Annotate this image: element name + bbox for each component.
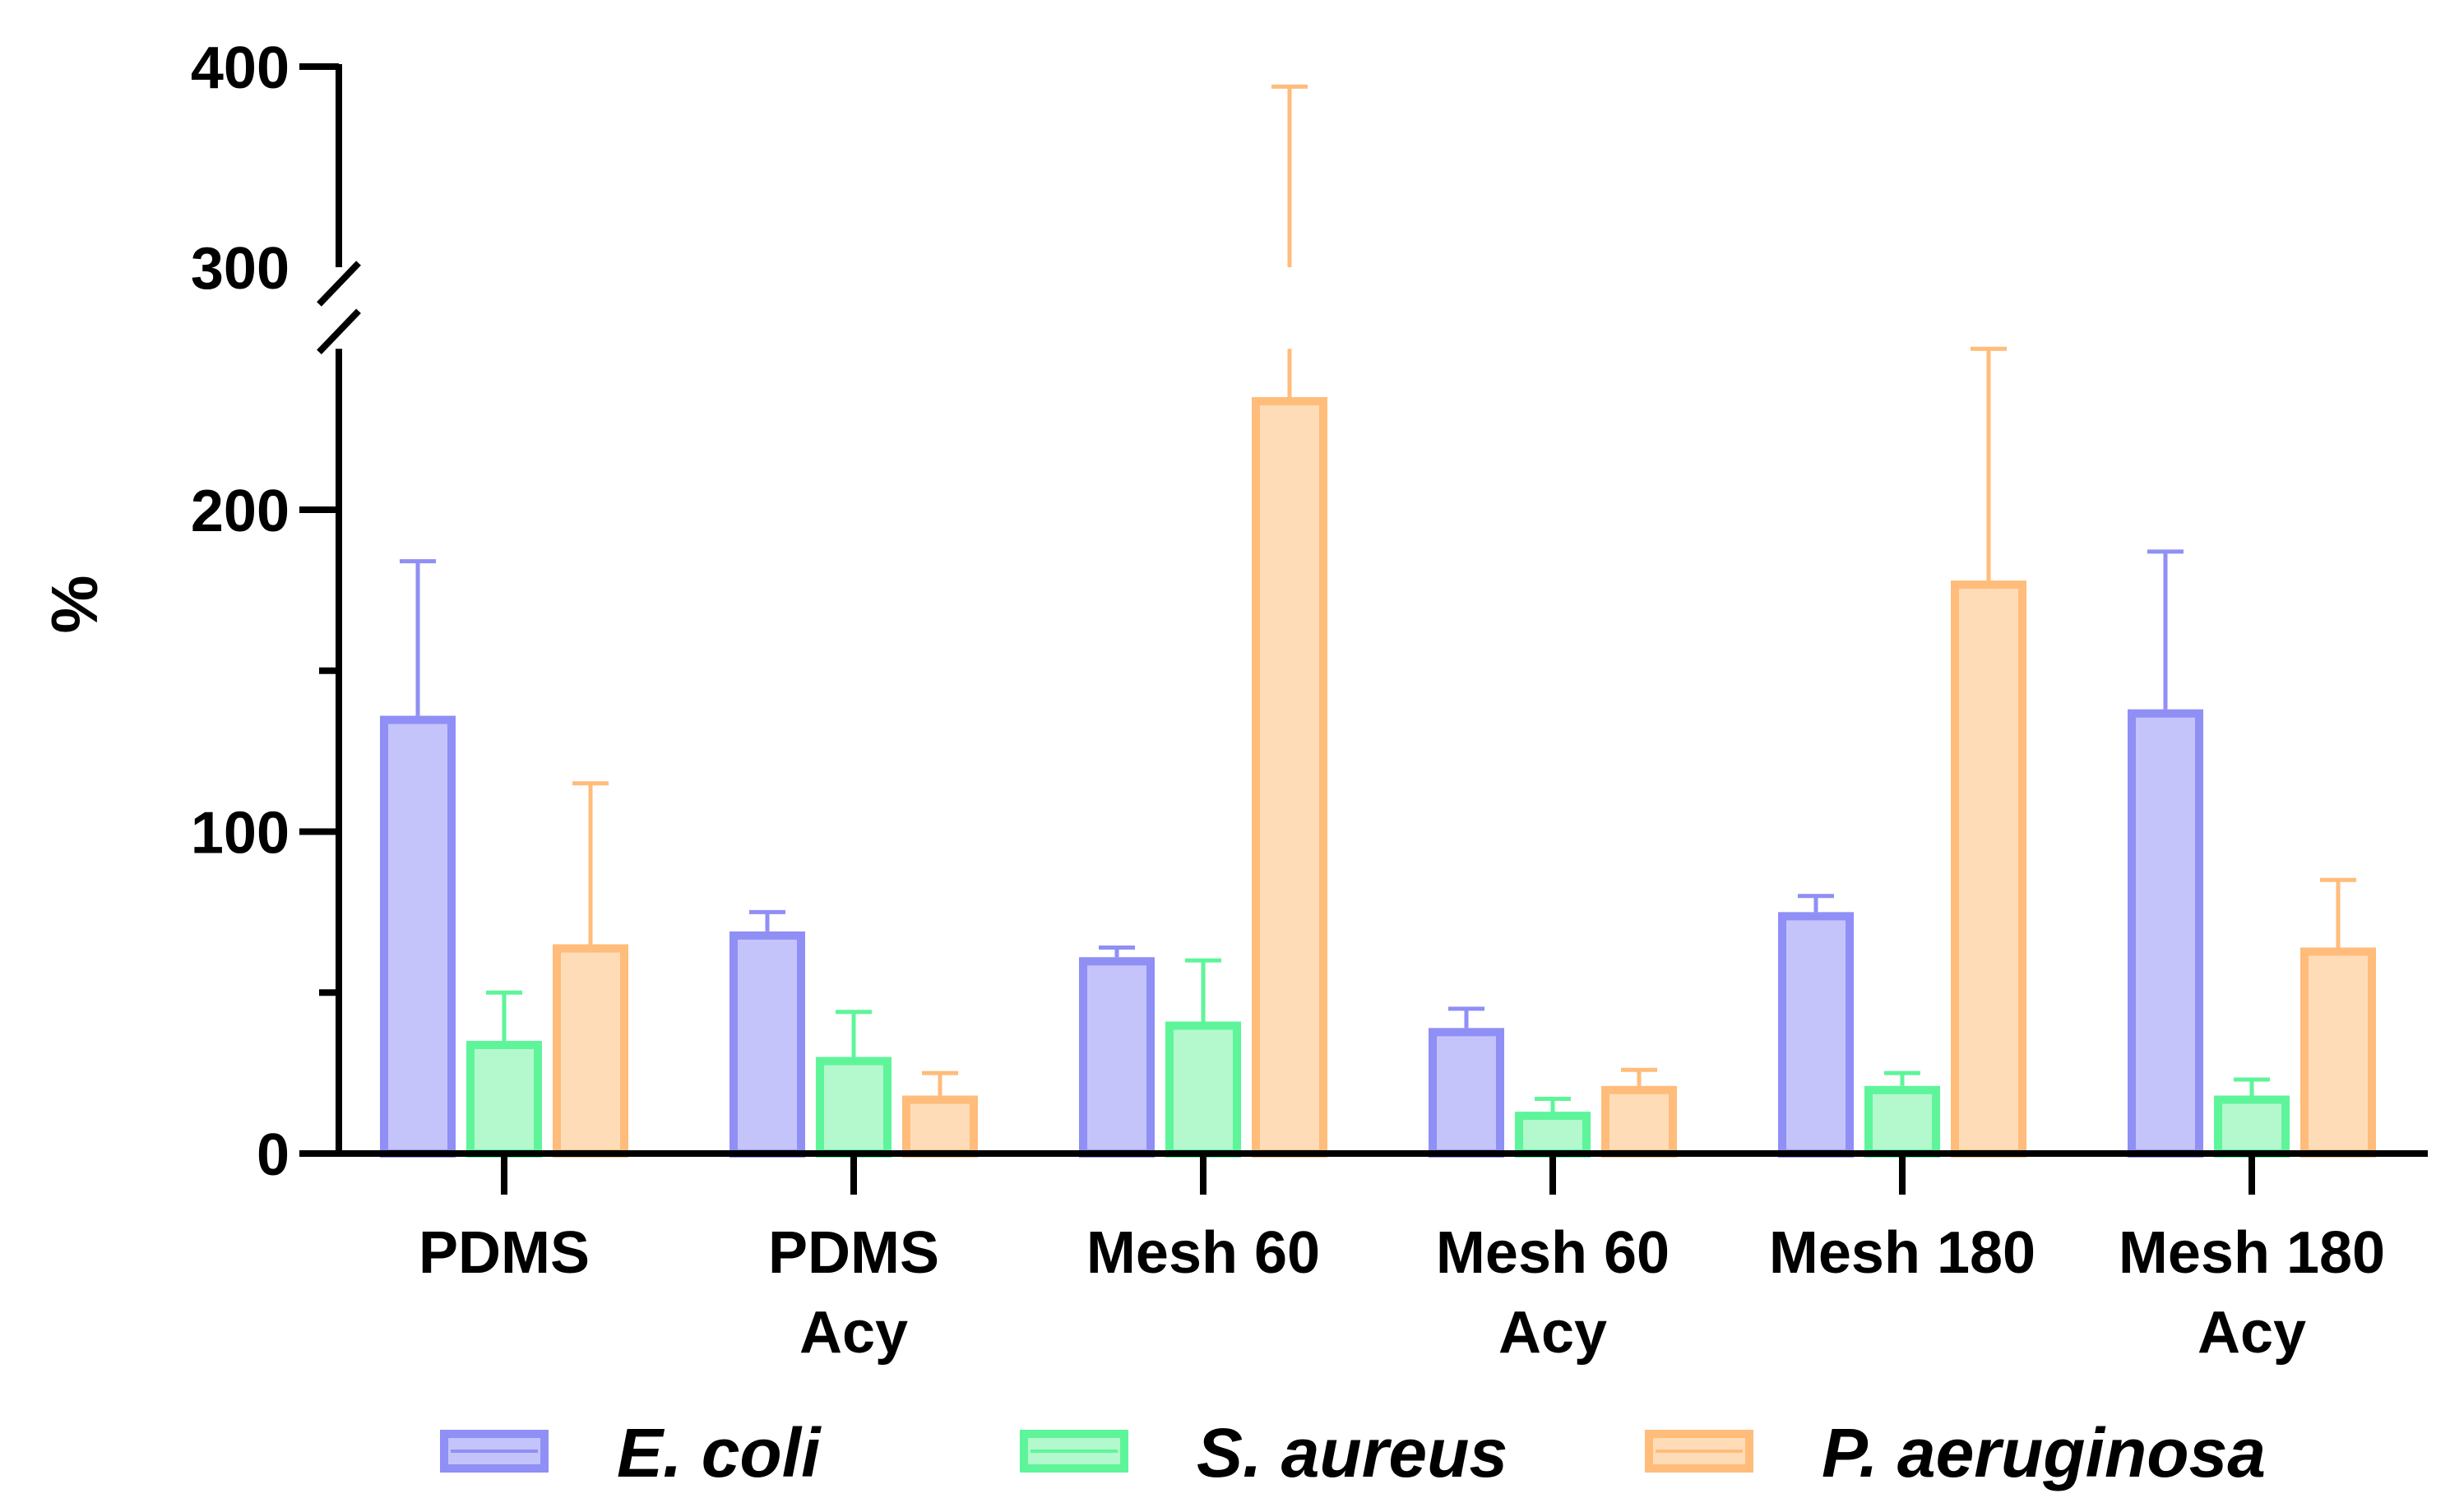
bar-5-1 <box>1778 912 1854 1158</box>
x-tick-label-3-line-1: Mesh 60 <box>1086 1220 1320 1286</box>
error-bars-layer <box>400 84 2356 1112</box>
bar-4-1 <box>1429 1028 1504 1158</box>
x-tick-label-6-line-2: Acy <box>2198 1300 2306 1366</box>
bar-1-2 <box>466 1040 542 1158</box>
bar-5-3 <box>1951 580 2026 1158</box>
y-tick-label-200: 200 <box>191 479 289 544</box>
x-tick-label-2-line-2: Acy <box>799 1300 908 1366</box>
bar-1-3 <box>553 944 628 1158</box>
bar-5-2 <box>1864 1085 1940 1158</box>
legend: E. coli S. aureus P. aeruginosa <box>440 1414 2266 1491</box>
bar-3-1 <box>1079 957 1155 1158</box>
y-tick-label-0: 0 <box>257 1122 289 1188</box>
bar-1-1 <box>380 715 456 1158</box>
axes-layer: 0 100 200 300 400% PDMS PDMS Acy Mesh 60 Mesh 60 A… <box>38 35 2428 1366</box>
y-tick-label-400: 400 <box>191 35 289 101</box>
x-tick-label-5-line-1: Mesh 180 <box>1769 1220 2035 1286</box>
bar-3-2 <box>1165 1021 1241 1158</box>
y-axis-title: % <box>38 575 111 633</box>
bar-2-2 <box>816 1057 892 1158</box>
bar-4-2 <box>1515 1112 1591 1158</box>
y-tick-label-300: 300 <box>191 236 289 302</box>
bar-2-3 <box>902 1095 978 1158</box>
bar-4-3 <box>1601 1085 1677 1158</box>
bar-6-2 <box>2214 1095 2290 1158</box>
y-tick-label-100: 100 <box>191 801 289 867</box>
x-tick-label-4-line-2: Acy <box>1498 1300 1607 1366</box>
bars-layer <box>380 396 2376 1158</box>
x-tick-label-4-line-1: Mesh 60 <box>1436 1220 1670 1286</box>
legend-label-1: E. coli <box>617 1414 822 1491</box>
x-tick-label-2-line-1: PDMS <box>768 1220 939 1286</box>
legend-label-3: P. aeruginosa <box>1822 1414 2266 1491</box>
x-tick-label-1-line-1: PDMS <box>419 1220 590 1286</box>
axis-break-mark-upper <box>317 261 361 307</box>
legend-label-2: S. aureus <box>1197 1414 1508 1491</box>
bar-2-1 <box>729 931 805 1158</box>
bar-6-3 <box>2300 947 2376 1158</box>
axis-break-mark-lower <box>317 308 361 355</box>
bar-3-3 <box>1252 396 1327 1158</box>
bar-6-1 <box>2128 709 2203 1158</box>
x-tick-label-6-line-1: Mesh 180 <box>2119 1220 2385 1286</box>
